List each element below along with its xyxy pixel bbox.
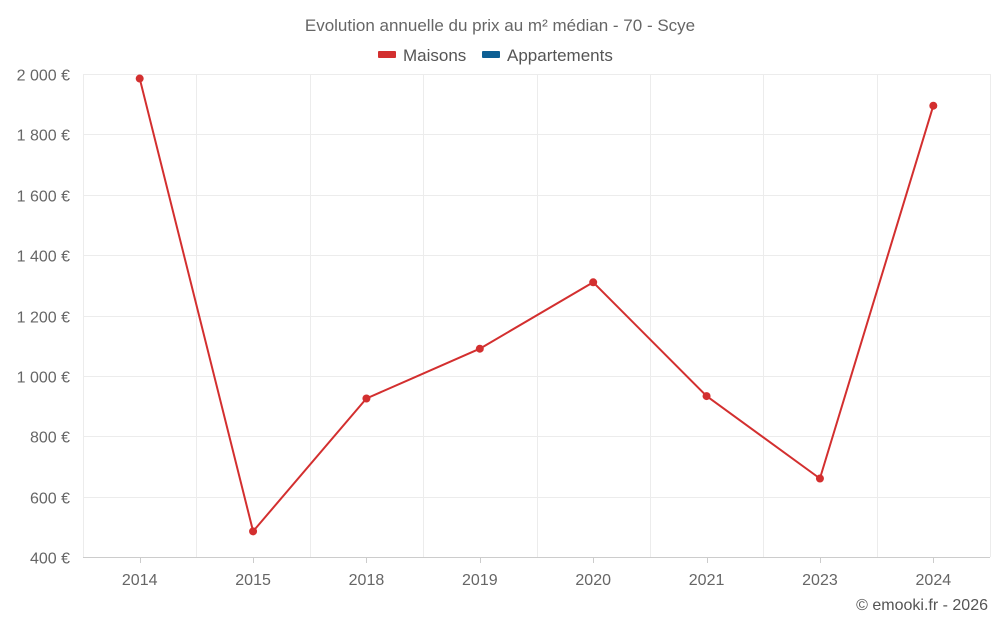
y-tick-label: 1 400 € bbox=[17, 249, 70, 266]
y-axis-ticks: 400 € 600 € 800 € 1 000 € 1 200 € 1 400 € 1 60… bbox=[17, 68, 70, 568]
data-point-maisons-2021[interactable] bbox=[702, 392, 711, 401]
legend-swatch-appartements bbox=[482, 51, 500, 58]
y-tick-label: 1 200 € bbox=[17, 310, 70, 327]
data-point-maisons-2018[interactable] bbox=[362, 394, 371, 403]
legend-item-maisons[interactable]: Maisons bbox=[403, 46, 466, 65]
data-point-maisons-2023[interactable] bbox=[815, 474, 824, 483]
x-tick-label: 2014 bbox=[122, 572, 158, 589]
data-point-maisons-2014[interactable] bbox=[135, 74, 144, 83]
legend-swatch-maisons bbox=[378, 51, 396, 58]
credit-text: © emooki.fr - 2026 bbox=[856, 597, 988, 614]
legend: Maisons Appartements bbox=[378, 46, 613, 65]
x-tick-label: 2018 bbox=[349, 572, 385, 589]
x-tick-label: 2015 bbox=[235, 572, 271, 589]
y-gridlines bbox=[83, 74, 990, 498]
x-tick-label: 2020 bbox=[575, 572, 611, 589]
y-tick-label: 1 800 € bbox=[17, 128, 70, 145]
chart-title: Evolution annuelle du prix au m² médian … bbox=[305, 16, 695, 35]
x-tick-label: 2021 bbox=[689, 572, 725, 589]
data-point-maisons-2024[interactable] bbox=[929, 101, 938, 110]
y-tick-label: 600 € bbox=[30, 491, 70, 508]
series-layer bbox=[135, 74, 938, 536]
x-tick-label: 2019 bbox=[462, 572, 498, 589]
data-point-maisons-2015[interactable] bbox=[249, 527, 258, 536]
data-point-maisons-2020[interactable] bbox=[589, 278, 598, 287]
y-tick-label: 1 600 € bbox=[17, 189, 70, 206]
legend-item-appartements[interactable]: Appartements bbox=[507, 46, 613, 65]
y-tick-label: 2 000 € bbox=[17, 68, 70, 85]
y-tick-label: 1 000 € bbox=[17, 370, 70, 387]
x-axis-ticks: 2014 2015 2018 2019 2020 2021 2023 2024 bbox=[122, 557, 951, 589]
y-tick-label: 800 € bbox=[30, 430, 70, 447]
y-tick-label: 400 € bbox=[30, 551, 70, 568]
data-point-maisons-2019[interactable] bbox=[475, 344, 484, 353]
series-line-maisons bbox=[138, 78, 935, 533]
x-tick-label: 2024 bbox=[916, 572, 952, 589]
x-tick-label: 2023 bbox=[802, 572, 838, 589]
